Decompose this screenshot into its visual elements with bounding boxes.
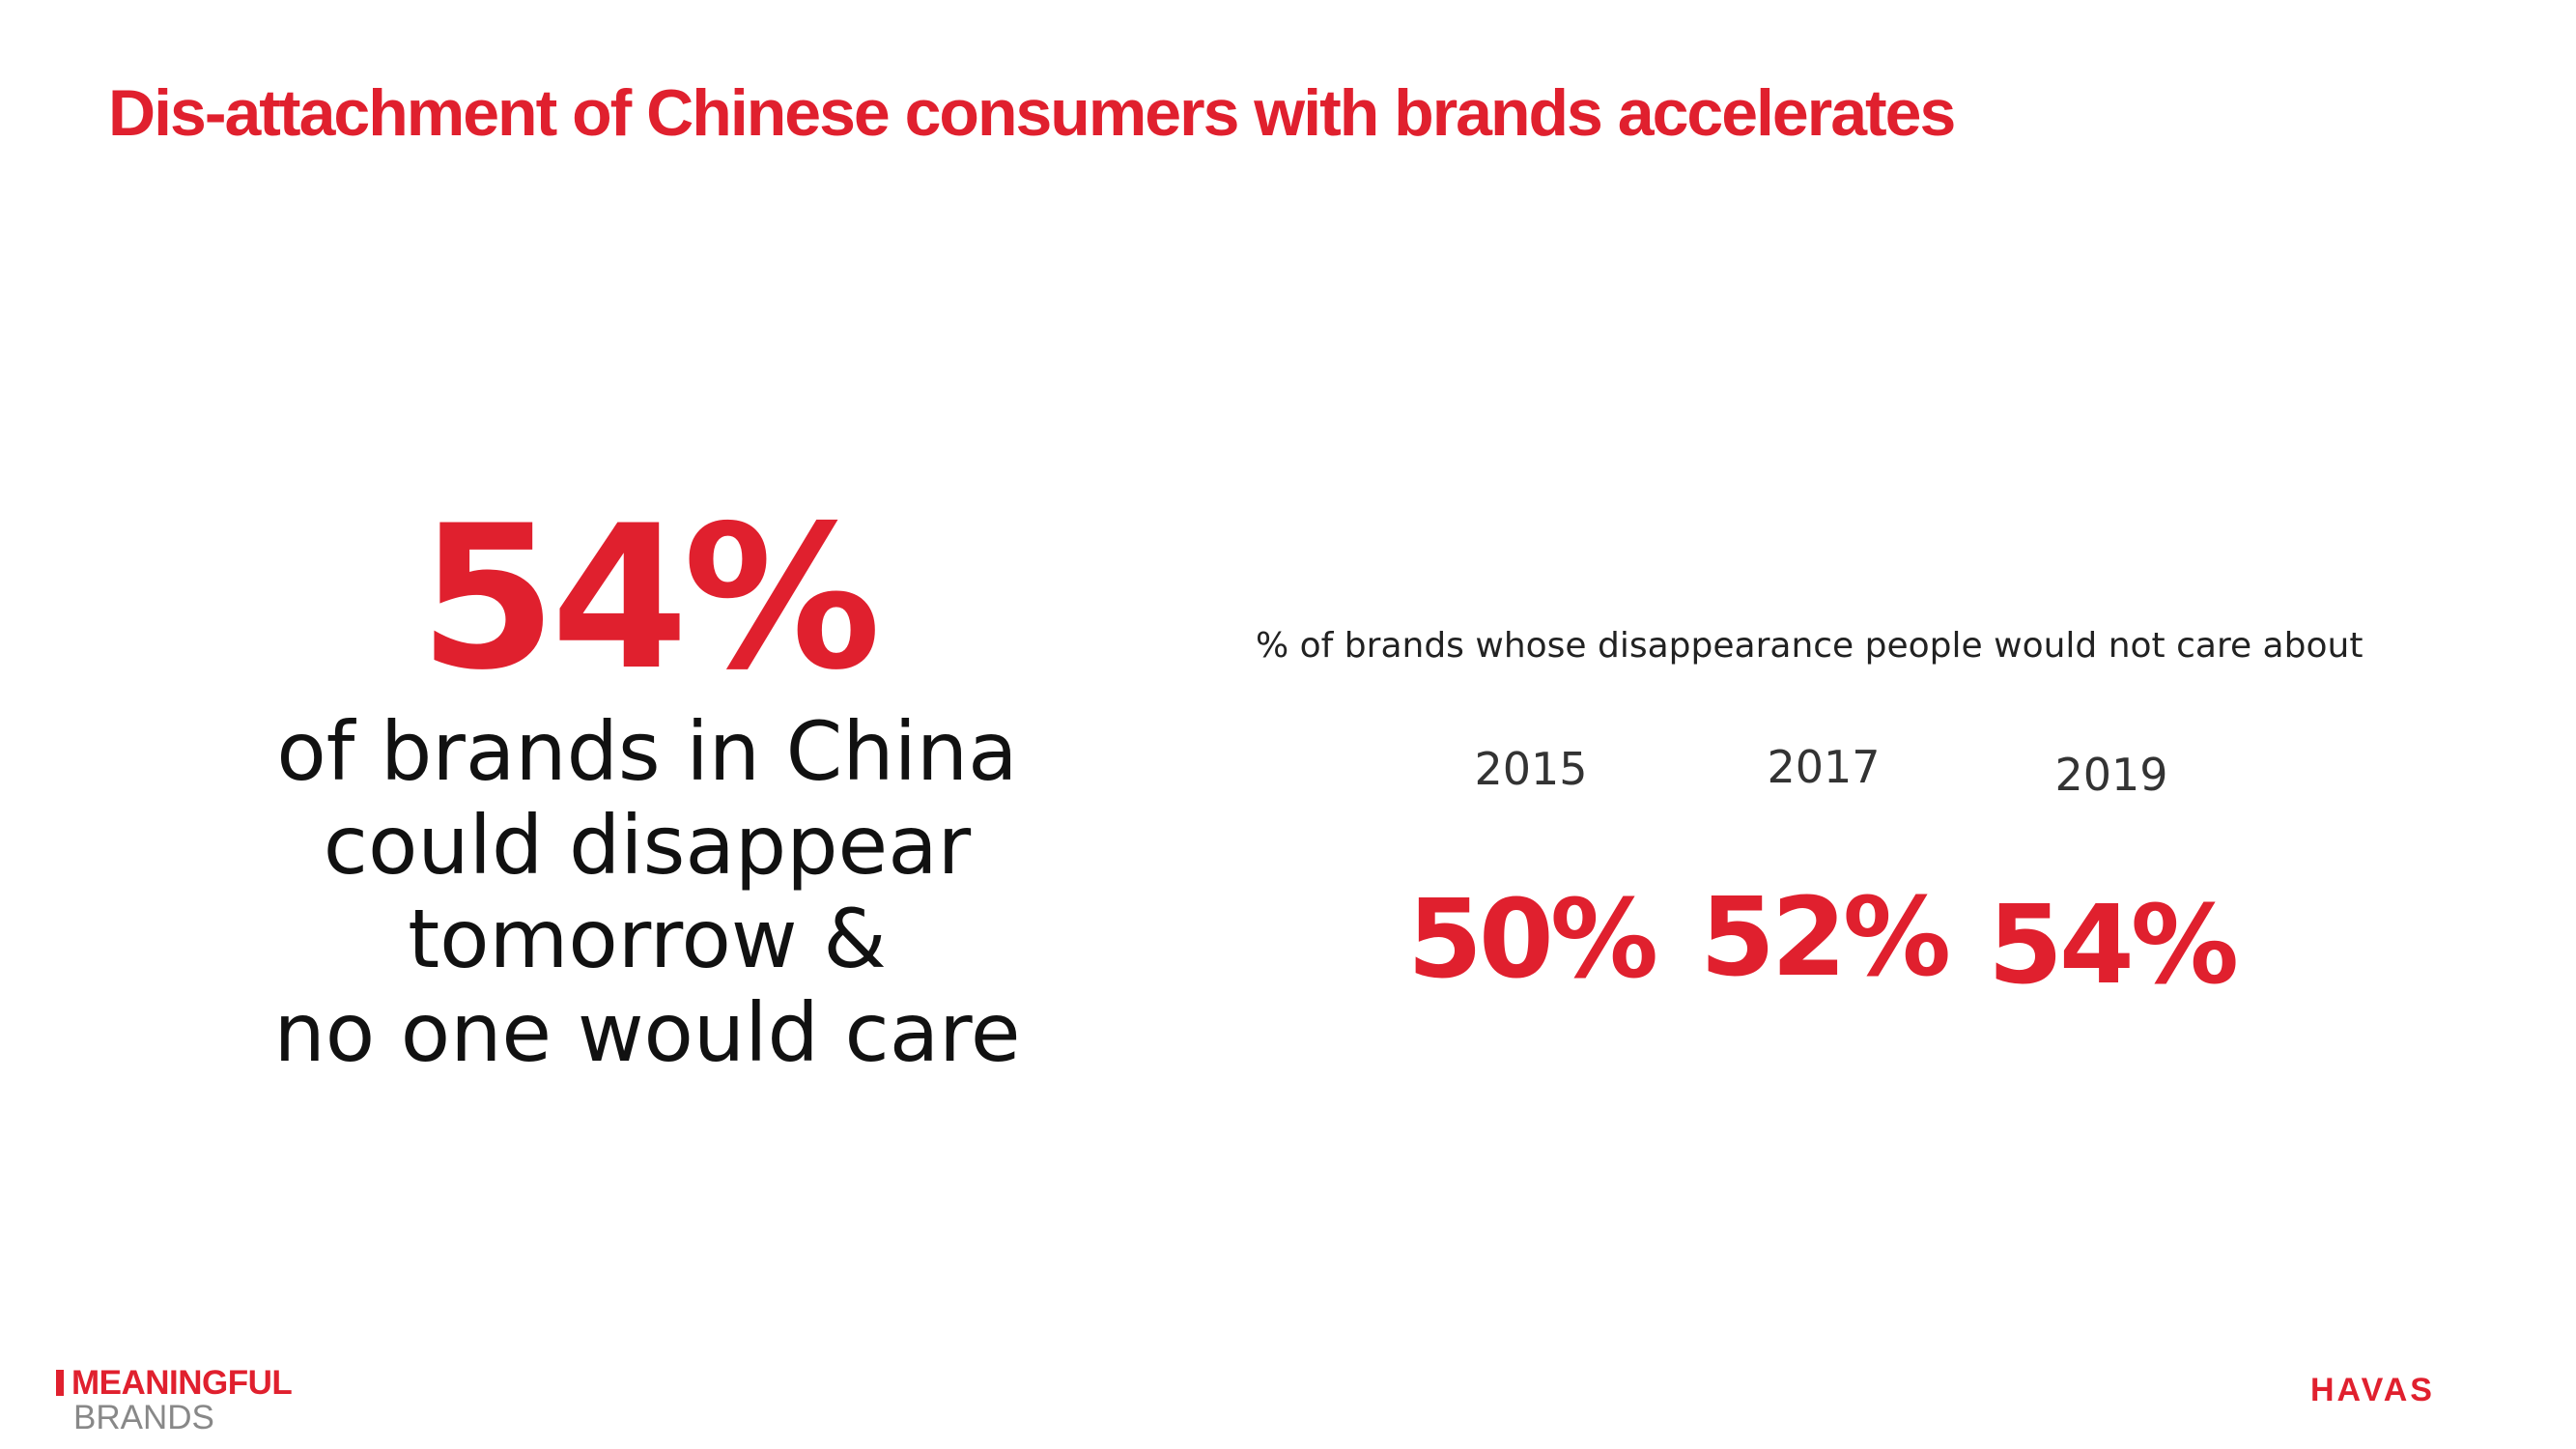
trend-caption: % of brands whose disappearance people w… bbox=[1256, 626, 2364, 666]
logo-bar-icon bbox=[56, 1370, 64, 1396]
hero-line-4: no one would care bbox=[273, 985, 1021, 1080]
hero-line-1: of brands in China bbox=[276, 704, 1018, 799]
meaningful-brands-logo: MEANINGFUL BRANDS bbox=[56, 1364, 293, 1436]
hero-value: 54% bbox=[418, 484, 882, 714]
trend-column-2017: 2017 52% bbox=[1679, 738, 1968, 1001]
trend-value-label: 54% bbox=[1987, 883, 2239, 1009]
trend-year-label: 2019 bbox=[2054, 749, 2168, 801]
trend-value-label: 52% bbox=[1699, 875, 1951, 1001]
logo-word-brands: BRANDS bbox=[73, 1399, 214, 1436]
hero-stat: 54% of brands in China could disappear t… bbox=[155, 493, 1140, 1080]
havas-logo: HAVAS bbox=[2310, 1372, 2435, 1408]
hero-line-2: could disappear bbox=[323, 798, 972, 893]
slide-title: Dis-attachment of Chinese consumers with… bbox=[108, 76, 1956, 150]
trend-column-2015: 2015 50% bbox=[1386, 740, 1676, 1003]
trend-value-label: 50% bbox=[1406, 877, 1658, 1003]
hero-line-3: tomorrow & bbox=[408, 892, 887, 986]
logo-word-meaningful: MEANINGFUL bbox=[71, 1364, 293, 1402]
trend-year-label: 2015 bbox=[1474, 743, 1588, 795]
trend-year-label: 2017 bbox=[1767, 741, 1881, 793]
trend-column-2019: 2019 54% bbox=[1967, 746, 2256, 1009]
